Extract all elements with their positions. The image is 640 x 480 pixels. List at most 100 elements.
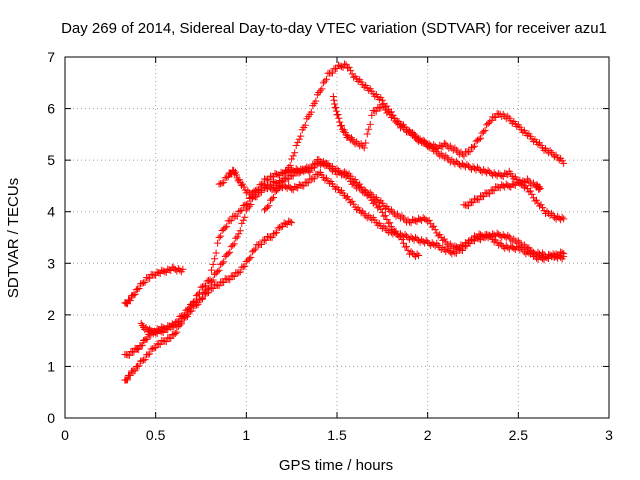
data-point (231, 169, 239, 177)
y-tick-label: 4 (47, 204, 55, 220)
data-point (159, 329, 167, 337)
data-point (492, 114, 500, 122)
data-point (555, 214, 563, 222)
data-point (469, 143, 477, 151)
x-axis-label: GPS time / hours (279, 457, 393, 474)
data-point (197, 295, 205, 303)
data-point (146, 274, 154, 282)
data-point (347, 67, 355, 75)
data-point (135, 362, 143, 370)
data-point (288, 155, 296, 163)
data-point (271, 169, 279, 177)
series-s8 (460, 175, 544, 210)
data-point (335, 114, 343, 122)
data-point (214, 239, 222, 247)
data-point (253, 193, 261, 201)
data-point (273, 229, 281, 237)
data-point (217, 180, 225, 188)
data-point (534, 248, 542, 256)
data-point (239, 202, 247, 210)
data-point (381, 212, 389, 220)
data-point (386, 219, 394, 227)
data-point (329, 92, 337, 100)
data-point (265, 202, 273, 210)
data-point (244, 200, 252, 208)
data-point (215, 282, 223, 290)
data-point (558, 249, 566, 257)
data-point (236, 207, 244, 215)
data-point (434, 232, 442, 240)
data-point (401, 230, 409, 238)
data-point (332, 107, 340, 115)
data-point (179, 265, 187, 273)
data-point (519, 128, 527, 136)
data-point (430, 141, 438, 149)
data-point (291, 149, 299, 157)
data-point (437, 234, 445, 241)
data-point (304, 167, 312, 175)
x-tick-label: 1 (242, 427, 250, 443)
data-point (312, 97, 320, 105)
data-point (557, 248, 565, 256)
data-point (383, 102, 391, 110)
data-point (345, 174, 353, 182)
data-point (173, 318, 181, 326)
data-point (501, 169, 509, 177)
data-point (319, 160, 327, 168)
data-point (185, 305, 193, 313)
data-point (233, 233, 241, 241)
data-point (422, 236, 430, 244)
data-point (282, 183, 290, 191)
data-point (368, 111, 376, 119)
data-point (480, 166, 488, 174)
x-tick-label: 2.5 (509, 427, 529, 443)
data-point (289, 152, 297, 160)
data-point (322, 159, 330, 167)
y-tick-label: 7 (47, 49, 55, 65)
data-point (484, 231, 492, 239)
data-point (209, 260, 217, 268)
data-point (537, 201, 545, 209)
data-point (203, 277, 211, 285)
series-s3 (121, 169, 568, 359)
data-point (208, 266, 216, 274)
data-point (526, 247, 534, 255)
data-point (455, 161, 463, 169)
y-tick-label: 6 (47, 101, 55, 117)
data-point (188, 307, 196, 315)
data-point (138, 341, 146, 349)
data-point (366, 120, 374, 128)
data-point (365, 86, 373, 94)
data-point (241, 201, 249, 209)
data-point (332, 103, 340, 111)
data-point (150, 344, 158, 352)
data-point (523, 245, 531, 253)
data-point (377, 205, 385, 213)
data-point (158, 266, 166, 274)
data-point (466, 240, 474, 248)
data-point (268, 195, 276, 203)
data-point (295, 181, 303, 189)
data-point (534, 199, 542, 207)
data-point (532, 196, 540, 204)
data-point (180, 311, 188, 319)
data-point (505, 245, 513, 253)
data-point (315, 89, 323, 96)
x-tick-label: 0.5 (146, 427, 166, 443)
data-point (416, 215, 424, 223)
data-point (560, 215, 568, 223)
data-point (474, 136, 482, 144)
data-point (268, 181, 276, 189)
data-point (403, 243, 411, 251)
data-point (241, 213, 249, 221)
data-point (539, 255, 547, 263)
data-point (334, 111, 342, 119)
data-point (167, 334, 175, 342)
data-point (458, 242, 466, 250)
data-point (135, 345, 143, 353)
data-point (220, 258, 228, 266)
data-point (499, 243, 507, 251)
data-point (350, 200, 358, 208)
data-point (304, 179, 312, 187)
data-point (230, 273, 238, 281)
